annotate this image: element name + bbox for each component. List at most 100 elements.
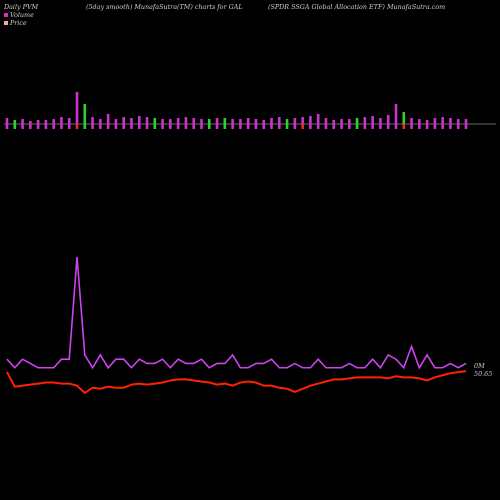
volume-bar bbox=[153, 118, 157, 124]
legend-volume: Volume bbox=[4, 11, 34, 19]
volume-bar bbox=[137, 116, 141, 124]
volume-bar bbox=[425, 120, 429, 124]
pvm-line bbox=[6, 256, 467, 370]
price-line bbox=[6, 370, 467, 395]
volume-bar-lower bbox=[200, 124, 203, 129]
volume-bar-lower bbox=[285, 124, 289, 129]
volume-bar-lower bbox=[215, 124, 219, 129]
volume-bar bbox=[355, 118, 359, 124]
legend-price: Price bbox=[4, 19, 27, 27]
volume-bar-lower bbox=[441, 124, 444, 129]
volume-bar bbox=[246, 118, 250, 124]
volume-bar bbox=[130, 118, 133, 124]
volume-bar bbox=[301, 117, 304, 124]
volume-bar-lower bbox=[402, 124, 406, 129]
chart-title-mid-right: (SPDR SSGA Global Allocation ETF) Munafa… bbox=[268, 3, 446, 11]
volume-bar bbox=[83, 104, 87, 124]
volume-bar bbox=[106, 114, 110, 124]
volume-bar-lower bbox=[106, 124, 110, 129]
volume-bar bbox=[441, 117, 444, 124]
volume-bar bbox=[348, 119, 351, 124]
volume-bar-lower bbox=[223, 124, 227, 129]
volume-bar bbox=[379, 118, 382, 124]
volume-bar-lower bbox=[5, 124, 9, 129]
volume-bar-lower bbox=[60, 124, 63, 129]
volume-bar-lower bbox=[301, 124, 304, 129]
volume-bar-lower bbox=[348, 124, 351, 129]
volume-bar bbox=[21, 119, 24, 124]
volume-bar-lower bbox=[36, 124, 40, 129]
volume-bar bbox=[449, 118, 452, 124]
volume-bar-lower bbox=[13, 124, 17, 129]
volume-bar bbox=[67, 118, 71, 124]
volume-bar-lower bbox=[75, 124, 79, 129]
volume-bar-lower bbox=[324, 124, 328, 129]
volume-bar bbox=[161, 119, 164, 124]
volume-bar-lower bbox=[464, 124, 468, 129]
volume-bar-lower bbox=[83, 124, 87, 129]
volume-bar bbox=[332, 120, 336, 124]
price-end-label: 50.65 bbox=[474, 370, 493, 378]
volume-bar-lower bbox=[153, 124, 157, 129]
volume-bar-lower bbox=[340, 124, 343, 129]
volume-bar bbox=[324, 118, 328, 124]
volume-bar bbox=[277, 117, 281, 124]
volume-bar bbox=[410, 118, 413, 124]
volume-bar-lower bbox=[192, 124, 196, 129]
legend-price-label: Price bbox=[10, 19, 27, 27]
volume-bar-lower bbox=[231, 124, 234, 129]
volume-bar bbox=[114, 119, 118, 124]
volume-bar bbox=[223, 118, 227, 124]
volume-bar bbox=[75, 92, 79, 124]
volume-bar bbox=[231, 119, 234, 124]
volume-bar bbox=[145, 117, 149, 124]
volume-bar-lower bbox=[386, 124, 390, 129]
volume-bar bbox=[29, 121, 32, 124]
volume-bar-lower bbox=[169, 124, 172, 129]
chart-title-left: Daily PVM bbox=[4, 3, 39, 11]
volume-bar bbox=[309, 116, 312, 124]
volume-bar bbox=[44, 120, 48, 124]
volume-bar-lower bbox=[52, 124, 55, 129]
volume-bar bbox=[169, 119, 172, 124]
volume-bar-lower bbox=[207, 124, 211, 129]
volume-bar-lower bbox=[270, 124, 273, 129]
volume-bar-lower bbox=[44, 124, 48, 129]
volume-bar-lower bbox=[355, 124, 359, 129]
volume-bar-lower bbox=[239, 124, 242, 129]
volume-bar-lower bbox=[309, 124, 312, 129]
volume-bar-lower bbox=[433, 124, 437, 129]
volume-bar bbox=[215, 118, 219, 124]
volume-bar bbox=[262, 120, 266, 124]
price-line-shadow bbox=[6, 370, 467, 394]
volume-bar-lower bbox=[262, 124, 266, 129]
volume-bar-lower bbox=[332, 124, 336, 129]
volume-bar-lower bbox=[425, 124, 429, 129]
volume-bar-lower bbox=[394, 124, 398, 129]
volume-bar bbox=[122, 117, 125, 124]
volume-bar-lower bbox=[161, 124, 164, 129]
volume-bar bbox=[36, 120, 40, 124]
volume-bar bbox=[99, 119, 102, 124]
volume-bar-lower bbox=[145, 124, 149, 129]
volume-bar-lower bbox=[246, 124, 250, 129]
volume-bar bbox=[433, 118, 437, 124]
pvm-end-label: 0M bbox=[474, 362, 485, 370]
volume-bar bbox=[456, 119, 460, 124]
volume-bar bbox=[60, 117, 63, 124]
volume-bar bbox=[200, 119, 203, 124]
volume-bar bbox=[176, 118, 180, 124]
volume-bar-lower bbox=[29, 124, 32, 129]
volume-bar bbox=[13, 120, 17, 124]
volume-bar bbox=[371, 116, 374, 124]
volume-bar-lower bbox=[456, 124, 460, 129]
volume-bar-lower bbox=[293, 124, 297, 129]
volume-bar-lower bbox=[363, 124, 367, 129]
volume-bar bbox=[363, 117, 367, 124]
volume-bar-lower bbox=[67, 124, 71, 129]
volume-bar-lower bbox=[449, 124, 452, 129]
volume-bar-lower bbox=[371, 124, 374, 129]
volume-bar bbox=[270, 118, 273, 124]
